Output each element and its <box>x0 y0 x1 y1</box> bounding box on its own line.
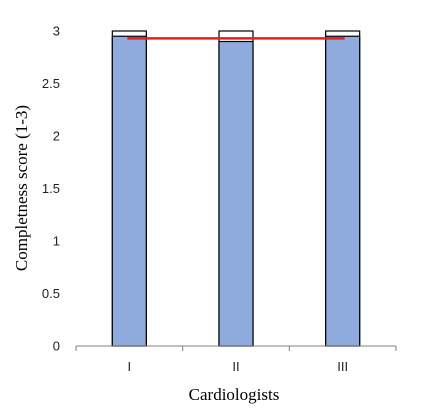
y-axis-title: Completness score (1-3) <box>12 105 31 271</box>
bar <box>112 36 146 346</box>
x-axis: I II III <box>76 346 396 374</box>
y-tick-label: 3 <box>53 24 60 39</box>
y-tick-label: 2 <box>53 129 60 144</box>
x-axis-title: Cardiologists <box>189 385 280 404</box>
y-tick-label: 2.5 <box>42 76 60 91</box>
y-tick-label: 1 <box>53 234 60 249</box>
x-tick-label: I <box>128 359 132 374</box>
x-tick-label: III <box>337 359 348 374</box>
y-tick-label: 0 <box>53 339 60 354</box>
x-tick-label: II <box>232 359 239 374</box>
bars <box>112 31 359 346</box>
y-tick-label: 1.5 <box>42 181 60 196</box>
bar <box>219 42 253 347</box>
bar <box>326 36 360 346</box>
y-axis: 0 0.5 1 1.5 2 2.5 3 <box>42 24 60 354</box>
y-tick-label: 0.5 <box>42 286 60 301</box>
